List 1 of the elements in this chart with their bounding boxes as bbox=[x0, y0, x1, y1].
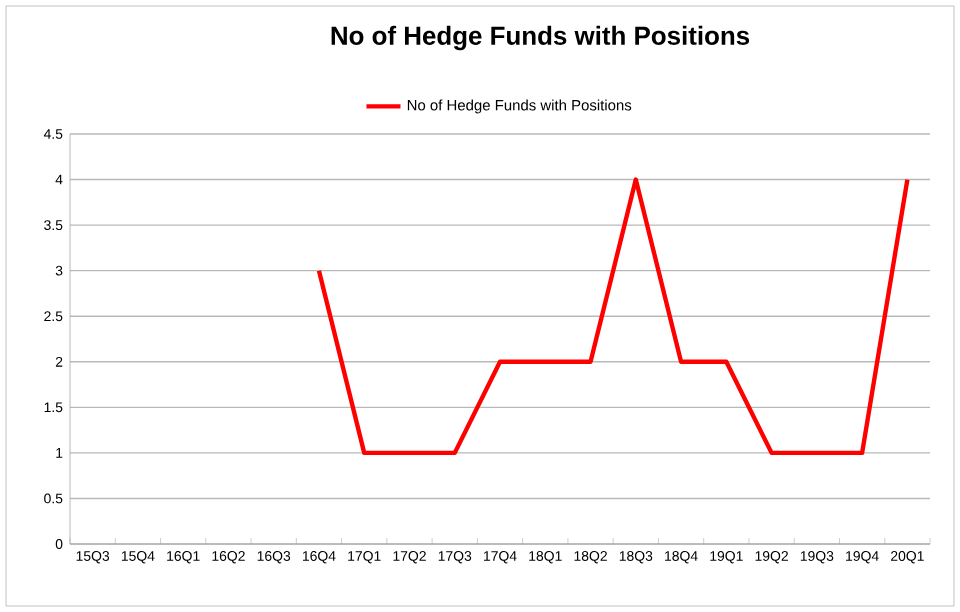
chart-title: No of Hedge Funds with Positions bbox=[331, 25, 750, 51]
